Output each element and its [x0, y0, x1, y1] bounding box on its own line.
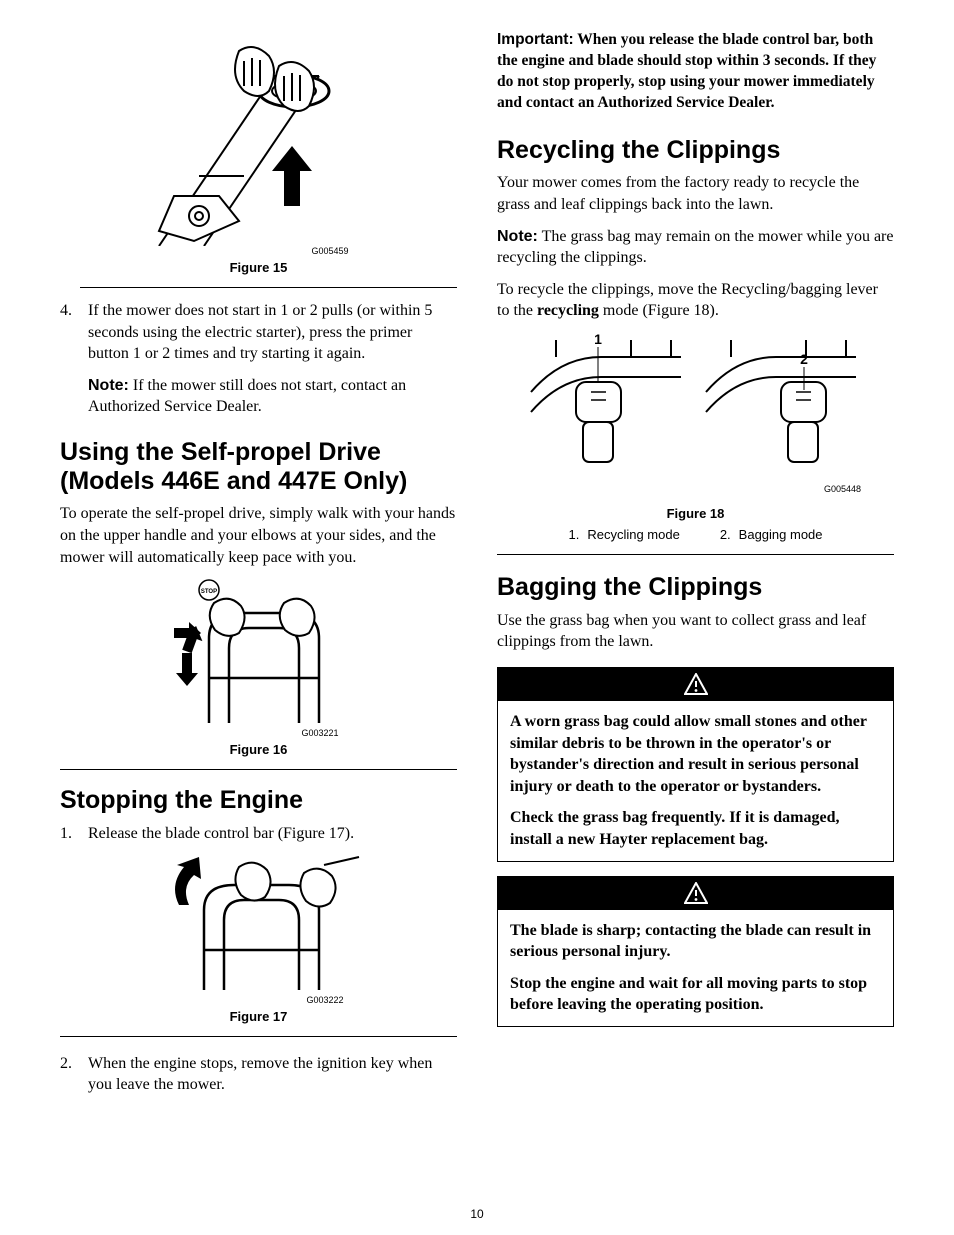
figure-17-illustration: [149, 855, 369, 995]
warning-1-p2: Check the grass bag frequently. If it is…: [510, 807, 881, 850]
step-num: 1.: [60, 823, 78, 845]
heading-self-propel: Using the Self-propel Drive (Models 446E…: [60, 438, 457, 496]
right-column: Important: When you release the blade co…: [497, 30, 894, 1106]
callout-2: 2: [800, 351, 808, 367]
left-column: G005459 Figure 15 4. If the mower does n…: [60, 30, 457, 1106]
note-label: Note:: [88, 377, 129, 394]
figure-18-legend: 1. Recycling mode 2. Bagging mode: [497, 527, 894, 542]
heading-recycling: Recycling the Clippings: [497, 136, 894, 165]
page-number: 10: [0, 1207, 954, 1221]
step-num: 2.: [60, 1053, 78, 1096]
figure-18-illustration: 1 2 G005448: [521, 332, 871, 502]
note-recycle: Note: The grass bag may remain on the mo…: [497, 226, 894, 269]
note-para: Note: If the mower still does not start,…: [88, 375, 457, 418]
figure-16-caption: Figure 16: [60, 742, 457, 757]
rule: [80, 287, 457, 288]
para-recycle-1: Your mower comes from the factory ready …: [497, 172, 894, 215]
warning-icon: [684, 882, 708, 904]
step-text: When the engine stops, remove the igniti…: [88, 1053, 457, 1096]
figure-15-id: G005459: [169, 246, 349, 256]
stop-list-2: 2. When the engine stops, remove the ign…: [60, 1053, 457, 1096]
important-para: Important: When you release the blade co…: [497, 30, 894, 114]
warning-bar-1: [497, 667, 894, 701]
figure-17-id: G003222: [174, 995, 344, 1005]
stop-list: 1. Release the blade control bar (Figure…: [60, 823, 457, 845]
step-list: 4. If the mower does not start in 1 or 2…: [60, 300, 457, 428]
callout-1: 1: [594, 332, 602, 347]
note-text: The grass bag may remain on the mower wh…: [497, 228, 893, 267]
figure-15: G005459 Figure 15: [60, 36, 457, 275]
svg-text:STOP: STOP: [200, 589, 216, 595]
note-text: If the mower still does not start, conta…: [88, 377, 406, 416]
rule: [497, 554, 894, 555]
rule: [60, 1036, 457, 1037]
warning-box-1: A worn grass bag could allow small stone…: [497, 701, 894, 862]
step-text: If the mower does not start in 1 or 2 pu…: [88, 302, 432, 362]
figure-15-illustration: [144, 36, 374, 246]
stop-step-2: 2. When the engine stops, remove the ign…: [60, 1053, 457, 1096]
warning-2-p2: Stop the engine and wait for all moving …: [510, 973, 881, 1016]
figure-17-caption: Figure 17: [60, 1009, 457, 1024]
step-text: Release the blade control bar (Figure 17…: [88, 823, 354, 845]
warning-bar-2: [497, 876, 894, 910]
figure-18-caption: Figure 18: [497, 506, 894, 521]
figure-18-id: G005448: [823, 484, 860, 494]
rule: [60, 769, 457, 770]
warning-box-2: The blade is sharp; contacting the blade…: [497, 910, 894, 1027]
figure-18: 1 2 G005448 Figure 18 1. Recycling mode …: [497, 332, 894, 542]
important-label: Important:: [497, 31, 574, 48]
heading-stopping: Stopping the Engine: [60, 786, 457, 815]
warning-icon: [684, 673, 708, 695]
step-num: 4.: [60, 300, 78, 428]
figure-16-id: G003221: [179, 728, 339, 738]
figure-17: G003222 Figure 17: [60, 855, 457, 1024]
legend-item-2: 2. Bagging mode: [720, 527, 823, 542]
legend-item-1: 1. Recycling mode: [568, 527, 679, 542]
para-self-propel: To operate the self-propel drive, simply…: [60, 503, 457, 568]
warning-2-p1: The blade is sharp; contacting the blade…: [510, 920, 881, 963]
stop-step-1: 1. Release the blade control bar (Figure…: [60, 823, 457, 845]
figure-16: STOP G003221 Figure 16: [60, 578, 457, 757]
para-bag: Use the grass bag when you want to colle…: [497, 610, 894, 653]
figure-15-caption: Figure 15: [60, 260, 457, 275]
step-4: 4. If the mower does not start in 1 or 2…: [60, 300, 457, 428]
heading-bagging: Bagging the Clippings: [497, 573, 894, 602]
figure-16-illustration: STOP: [159, 578, 359, 728]
para-recycle-2: To recycle the clippings, move the Recyc…: [497, 279, 894, 322]
warning-1-p1: A worn grass bag could allow small stone…: [510, 711, 881, 797]
note-label: Note:: [497, 228, 538, 245]
